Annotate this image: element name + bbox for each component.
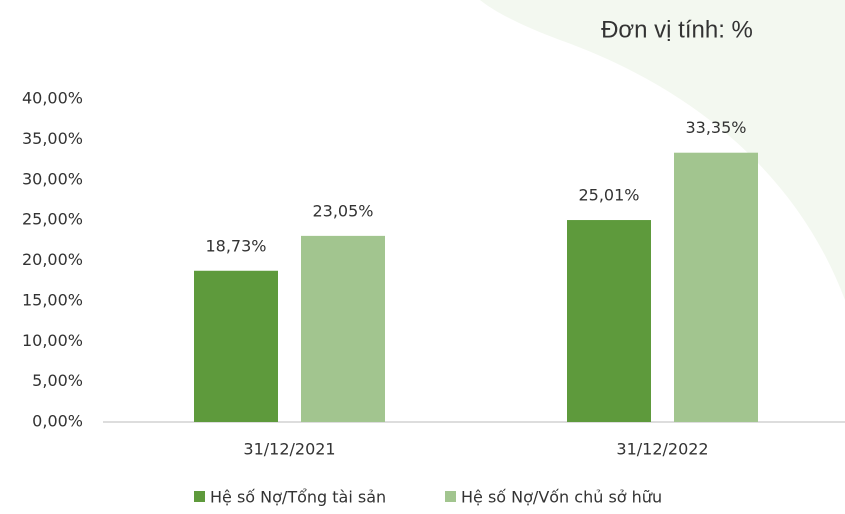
bar	[301, 235, 385, 422]
background-shape	[480, 0, 845, 300]
bar	[194, 270, 278, 422]
bar	[674, 152, 758, 423]
x-tick-label: 31/12/2022	[616, 440, 708, 459]
y-tick-label: 30,00%	[22, 169, 83, 188]
y-tick-label: 0,00%	[32, 412, 83, 431]
y-tick-label: 40,00%	[22, 89, 83, 108]
value-label: 23,05%	[312, 201, 373, 220]
chart-title: Đơn vị tính: %	[601, 16, 753, 43]
legend-label: Hệ số Nợ/Tổng tài sản	[210, 488, 386, 507]
value-label: 33,35%	[685, 118, 746, 137]
value-label: 18,73%	[205, 236, 266, 255]
legend-swatch	[194, 491, 205, 502]
y-tick-label: 35,00%	[22, 129, 83, 148]
value-label: 25,01%	[578, 186, 639, 205]
y-tick-label: 10,00%	[22, 331, 83, 350]
y-tick-label: 5,00%	[32, 371, 83, 390]
y-tick-label: 15,00%	[22, 290, 83, 309]
y-tick-label: 20,00%	[22, 250, 83, 269]
x-tick-label: 31/12/2021	[243, 440, 335, 459]
bar	[567, 220, 651, 422]
y-tick-label: 25,00%	[22, 210, 83, 229]
legend-swatch	[445, 491, 456, 502]
legend-label: Hệ số Nợ/Vốn chủ sở hữu	[461, 488, 662, 507]
